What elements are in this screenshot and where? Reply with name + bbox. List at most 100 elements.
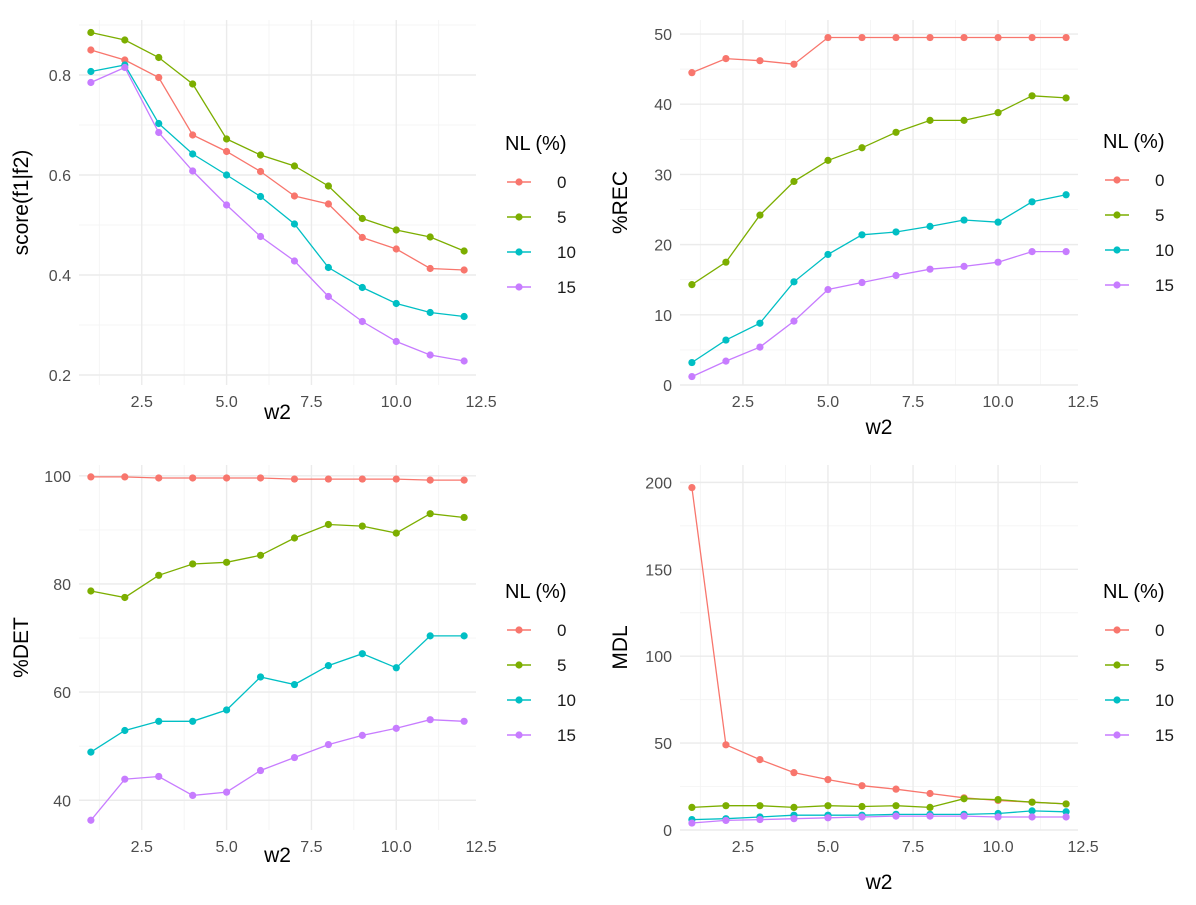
x-tick-label: 10.0 xyxy=(381,839,412,856)
series-line-nl-5 xyxy=(691,95,1067,286)
data-point-nl-5 xyxy=(926,803,934,812)
legend-key-point xyxy=(515,213,523,221)
data-point-nl-5 xyxy=(324,520,332,529)
data-point-nl-0 xyxy=(858,33,866,42)
legend: NL (%) 0 5 10 15 xyxy=(505,133,576,297)
legend: NL (%) 0 5 10 15 xyxy=(1103,581,1174,745)
legend-title: NL (%) xyxy=(505,133,566,155)
y-tick-label: 0.4 xyxy=(49,268,71,285)
data-point-nl-15 xyxy=(256,766,265,775)
legend-item-nl-10: 10 xyxy=(1105,691,1174,710)
legend-key-point xyxy=(515,696,523,704)
y-tick-label: 40 xyxy=(654,97,672,114)
data-point-nl-5 xyxy=(155,53,163,62)
data-point-nl-0 xyxy=(324,200,332,208)
y-tick-label: 30 xyxy=(654,167,672,184)
data-point-nl-10 xyxy=(790,278,798,286)
legend-key-point xyxy=(1113,176,1121,184)
data-point-nl-0 xyxy=(189,131,197,139)
x-tick-label: 10.0 xyxy=(381,394,412,411)
x-tick-label: 7.5 xyxy=(300,839,322,856)
x-tick-label: 2.5 xyxy=(732,394,754,411)
legend-label: 5 xyxy=(557,656,566,675)
data-point-nl-0 xyxy=(290,475,299,483)
data-point-nl-0 xyxy=(688,69,696,77)
data-point-nl-15 xyxy=(256,232,265,241)
data-point-nl-15 xyxy=(994,813,1002,821)
series-line-nl-10 xyxy=(90,635,465,753)
data-point-nl-10 xyxy=(426,308,434,317)
y-tick-label: 50 xyxy=(654,736,672,753)
x-tick-label: 10.0 xyxy=(982,839,1013,856)
data-point-nl-5 xyxy=(892,802,900,810)
legend-label: 15 xyxy=(1155,726,1174,745)
data-point-nl-10 xyxy=(223,706,231,714)
legend-item-nl-15: 15 xyxy=(1105,276,1174,295)
data-point-nl-5 xyxy=(426,233,434,241)
y-tick-label: 60 xyxy=(53,685,71,702)
series-line-nl-5 xyxy=(90,31,465,252)
data-point-nl-10 xyxy=(290,680,299,689)
data-point-nl-5 xyxy=(189,80,197,88)
series-line-nl-0 xyxy=(90,476,465,481)
series-line-nl-0 xyxy=(90,49,465,271)
data-point-nl-15 xyxy=(460,357,468,365)
data-point-nl-15 xyxy=(121,63,129,72)
legend: NL (%) 0 5 10 15 xyxy=(1103,131,1174,295)
data-point-nl-5 xyxy=(189,560,197,568)
y-axis-title: score(f1|f2) xyxy=(10,150,33,256)
series-line-nl-5 xyxy=(691,798,1067,809)
data-point-nl-10 xyxy=(189,150,197,158)
x-tick-label: 12.5 xyxy=(466,839,497,856)
y-axis-title: %REC xyxy=(609,171,632,234)
data-point-nl-0 xyxy=(790,769,798,777)
data-point-nl-5 xyxy=(426,510,434,518)
y-tick-label: 80 xyxy=(53,577,71,594)
data-point-nl-15 xyxy=(155,772,163,781)
data-point-nl-5 xyxy=(722,258,730,266)
data-point-nl-15 xyxy=(290,753,299,762)
data-point-nl-10 xyxy=(223,171,231,179)
data-point-nl-10 xyxy=(960,216,968,224)
data-point-nl-0 xyxy=(392,475,400,483)
legend-item-nl-5: 5 xyxy=(507,656,566,675)
data-point-nl-15 xyxy=(824,814,832,822)
data-point-nl-15 xyxy=(426,716,434,724)
data-point-nl-10 xyxy=(358,650,366,658)
data-point-nl-0 xyxy=(256,167,265,176)
data-point-nl-10 xyxy=(324,662,332,670)
data-point-nl-10 xyxy=(392,664,400,672)
data-point-nl-5 xyxy=(892,128,900,136)
data-point-nl-15 xyxy=(392,337,400,346)
y-axis-title: %DET xyxy=(10,617,33,678)
legend-item-nl-10: 10 xyxy=(507,243,576,262)
legend-key-point xyxy=(515,248,523,256)
y-tick-label: 40 xyxy=(53,793,71,810)
data-point-nl-5 xyxy=(688,281,696,289)
data-point-nl-10 xyxy=(189,717,197,725)
series-line-nl-5 xyxy=(90,513,465,599)
x-tick-label: 12.5 xyxy=(466,394,497,411)
legend-key-point xyxy=(515,661,523,669)
legend-label: 10 xyxy=(557,691,576,710)
legend-key-point xyxy=(515,731,523,739)
legend-key-point xyxy=(1113,696,1121,704)
data-point-nl-10 xyxy=(858,231,866,239)
data-point-nl-15 xyxy=(223,788,231,796)
data-point-nl-5 xyxy=(256,551,265,559)
data-point-nl-5 xyxy=(824,802,832,810)
data-point-nl-10 xyxy=(87,748,95,756)
legend-title: NL (%) xyxy=(1103,131,1164,153)
legend-item-nl-5: 5 xyxy=(1105,656,1164,675)
data-point-nl-10 xyxy=(1028,807,1036,815)
data-point-nl-10 xyxy=(892,228,900,236)
data-point-nl-10 xyxy=(994,218,1002,226)
series-line-nl-15 xyxy=(691,815,1067,824)
data-point-nl-5 xyxy=(1028,92,1036,100)
data-point-nl-15 xyxy=(155,128,163,137)
y-tick-label: 0 xyxy=(663,378,672,395)
data-point-nl-15 xyxy=(960,262,968,270)
data-point-nl-5 xyxy=(994,795,1002,804)
data-point-nl-0 xyxy=(858,782,866,790)
legend-label: 5 xyxy=(1155,656,1164,675)
